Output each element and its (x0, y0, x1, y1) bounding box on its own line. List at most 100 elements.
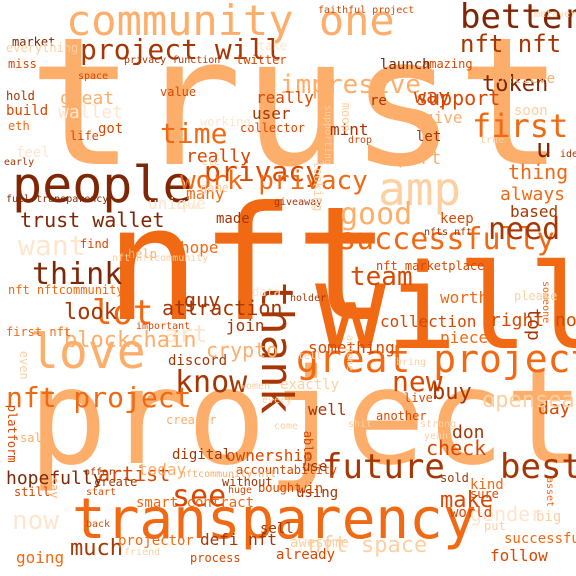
word-cloud-word: put (484, 519, 506, 533)
word-cloud-word: hold (6, 89, 35, 103)
word-cloud-word: value (160, 85, 197, 99)
word-cloud-word: worth (440, 288, 489, 307)
word-cloud-word: guy (184, 288, 221, 312)
word-cloud-word: every (262, 395, 293, 406)
word-cloud-word: privacy (204, 155, 323, 188)
word-cloud-word: strong (420, 419, 457, 430)
word-cloud-word: good (340, 197, 413, 232)
word-cloud-word: amazing (422, 57, 473, 71)
word-cloud-word: let (416, 129, 442, 145)
word-cloud-word: project (28, 341, 576, 495)
word-cloud-word: defi nft (200, 530, 278, 549)
word-cloud-word: still (14, 485, 51, 499)
word-cloud-word: check (426, 436, 487, 460)
word-cloud-word: work privacy (180, 166, 368, 196)
word-cloud-word: important (136, 321, 191, 332)
word-cloud-word: nft (105, 173, 391, 357)
word-cloud-word: full transparency (6, 194, 109, 205)
word-cloud-word: always (500, 184, 566, 205)
word-cloud-word: supporting (322, 105, 333, 166)
word-cloud-word: offer (84, 467, 115, 478)
word-cloud-word: ownership (226, 446, 313, 465)
word-cloud-word: hopefully (6, 468, 104, 489)
word-cloud-word: process (190, 551, 241, 565)
word-cloud-word: eth (8, 119, 30, 133)
word-cloud-word: great (60, 88, 115, 109)
word-cloud-word: asset (544, 477, 555, 508)
word-cloud-word: token (482, 72, 549, 97)
word-cloud-word: first (472, 107, 569, 145)
word-cloud-word: looking (311, 160, 325, 212)
word-cloud-word: take (258, 39, 287, 53)
word-cloud-word: women (240, 381, 271, 392)
word-cloud-word: life (70, 129, 99, 143)
word-cloud-word: blockchain (64, 328, 197, 353)
word-cloud-word: drop (348, 135, 373, 146)
word-cloud-word: find (80, 237, 109, 251)
word-cloud-word: impresive (280, 70, 421, 100)
word-cloud-word: nftcommunity nft (180, 469, 277, 480)
word-cloud-word: faithful project (318, 5, 415, 16)
word-cloud-word: right now (490, 310, 576, 331)
word-cloud-word: already (276, 547, 336, 563)
word-cloud-word: privacy function (124, 55, 221, 66)
word-cloud-word: believe (496, 71, 556, 87)
word-cloud-word: many (186, 184, 225, 203)
word-cloud-word: another (376, 409, 427, 423)
word-cloud-word: day (538, 398, 571, 419)
word-cloud-word: really (186, 146, 252, 167)
word-cloud-word: got (98, 121, 124, 137)
word-cloud-word: nft marketplace (376, 259, 485, 273)
word-cloud-word: artist (98, 462, 171, 486)
word-cloud-word: world (450, 505, 493, 521)
word-cloud-word: sell (260, 521, 294, 537)
word-cloud-word: really (256, 88, 314, 107)
word-cloud-word: big (536, 509, 562, 525)
word-cloud-word: want (18, 229, 86, 262)
word-cloud-word: see (172, 479, 227, 514)
word-cloud-word: shit (348, 419, 373, 430)
word-cloud-word: hope (180, 238, 219, 257)
word-cloud-word: project will (80, 33, 283, 66)
word-cloud-word: give (424, 108, 463, 127)
word-cloud-word: nft nftcommunity (112, 253, 209, 264)
word-cloud-word: holder (290, 293, 327, 304)
word-cloud-word: sold (440, 471, 469, 485)
word-cloud-word: team (350, 262, 413, 292)
word-cloud-word: much (70, 536, 123, 561)
word-cloud-word: great project (296, 337, 576, 381)
word-cloud-word: start (86, 487, 117, 498)
word-cloud-word: nft nft (460, 30, 562, 58)
word-cloud-word: support (416, 86, 501, 110)
word-cloud-word: attraction (162, 296, 283, 320)
word-cloud-word: launch (380, 57, 431, 73)
word-cloud-word: now (12, 506, 59, 536)
word-cloud-word: part (398, 148, 442, 169)
word-cloud-word: true (480, 135, 505, 146)
word-cloud-word: follow (490, 546, 548, 565)
word-cloud-word: better (460, 0, 576, 37)
word-cloud-word: moon (339, 102, 353, 132)
word-cloud-word: don (452, 422, 485, 443)
word-cloud-word: based (510, 202, 559, 221)
word-cloud-word: smart contract (136, 495, 255, 511)
word-cloud-word: future (322, 447, 445, 487)
word-cloud-word: help (128, 247, 157, 261)
word-cloud-word: transparency (72, 487, 477, 552)
word-cloud-word: friend (124, 547, 161, 558)
word-cloud-word: accountability (236, 463, 338, 477)
word-cloud-word: buy (432, 380, 472, 405)
word-cloud-word: twitter (236, 53, 287, 67)
word-cloud-word: new (392, 365, 443, 398)
word-cloud-word: think (32, 257, 123, 292)
word-cloud-word: amp (378, 162, 462, 216)
word-cloud-word: live (404, 391, 433, 405)
word-cloud-word: trust (28, 0, 564, 206)
word-cloud-word: projector (118, 533, 194, 549)
word-cloud-word: soon (514, 103, 548, 119)
word-cloud-word: creator (166, 413, 217, 427)
word-cloud-word: discord (168, 353, 228, 369)
word-cloud-word: build (6, 103, 49, 119)
word-cloud-word: digital (172, 447, 232, 463)
word-cloud-word: lot (92, 293, 154, 333)
